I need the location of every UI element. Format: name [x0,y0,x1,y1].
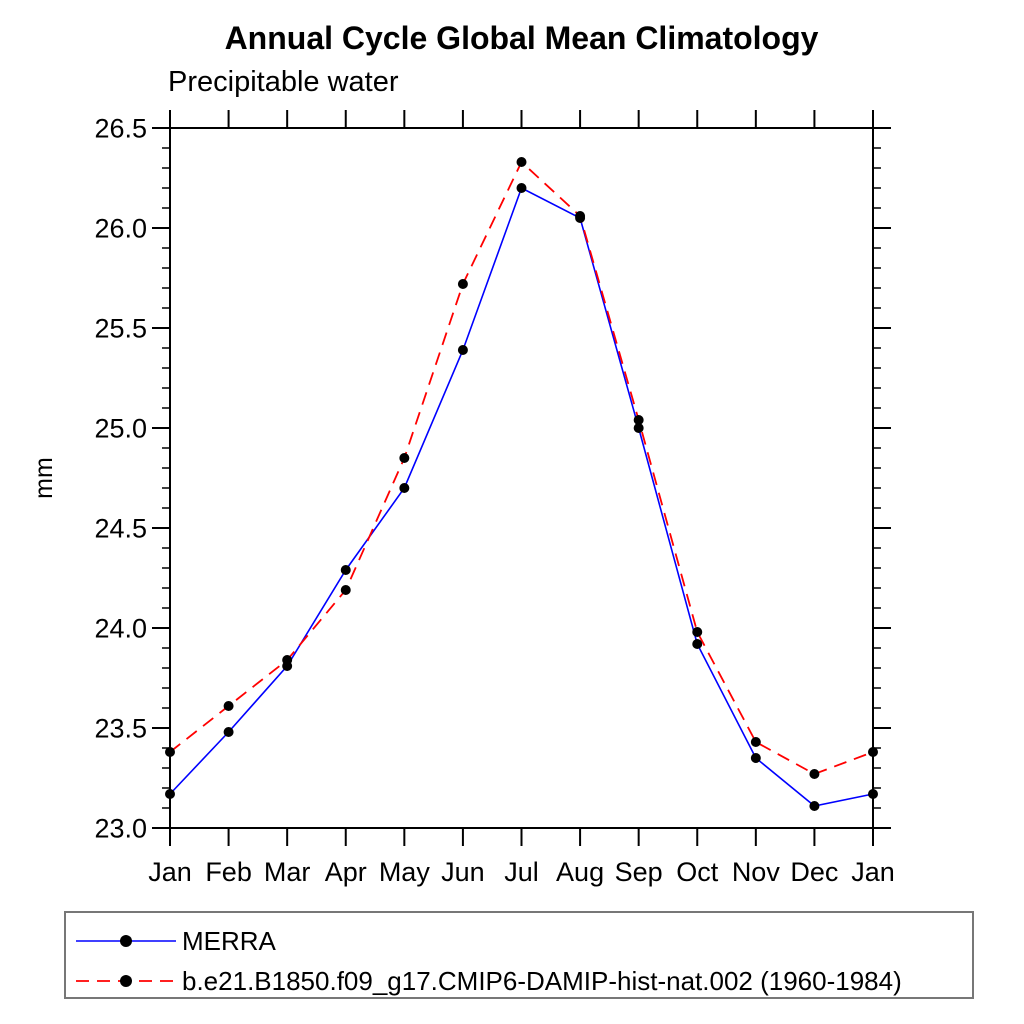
chart-title: Annual Cycle Global Mean Climatology [224,20,819,56]
legend-marker-sample [120,975,132,987]
data-point-1-Oct [692,627,703,637]
data-point-1-Jun [457,279,468,289]
legend-item-1: b.e21.B1850.f09_g17.CMIP6-DAMIP-hist-nat… [72,961,972,1001]
legend-marker-sample [120,935,132,947]
plot-frame [169,127,874,829]
data-point-1-Nov [750,737,761,747]
x-tick-label: Jan [148,857,192,887]
legend-label-0: MERRA [182,925,276,956]
data-point-1-Apr [340,585,351,595]
data-point-1-Dec [809,769,820,779]
x-tick-label: Jan [851,857,895,887]
data-point-0-Dec [809,801,820,811]
y-axis-label: mm [30,457,58,499]
data-point-1-Mar [282,655,293,665]
y-tick-label: 26.0 [94,214,147,244]
data-point-0-Feb [223,727,234,737]
x-tick-label: Sep [615,857,663,887]
x-tick-label: Nov [732,857,781,887]
y-tick-label: 25.0 [94,414,147,444]
legend-item-0: MERRA [72,921,972,961]
x-tick-label: Dec [790,857,838,887]
data-point-1-May [399,453,410,463]
legend-label-1: b.e21.B1850.f09_g17.CMIP6-DAMIP-hist-nat… [182,965,902,996]
series-line-0 [169,186,874,807]
y-tick-label: 24.0 [94,614,147,644]
legend: MERRA b.e21.B1850.f09_g17.CMIP6-DAMIP-his… [64,911,974,999]
data-point-0-Apr [340,565,351,575]
data-point-0-Oct [692,639,703,649]
data-point-1-Jul [516,157,527,167]
data-point-1-Feb [223,701,234,711]
y-tick-label: 24.5 [94,514,147,544]
data-point-1-Aug [575,211,586,221]
y-tick-label: 23.0 [94,814,147,844]
x-tick-label: Aug [556,857,604,887]
legend-key-1 [76,975,176,987]
y-tick-label: 25.5 [94,314,147,344]
data-point-0-May [399,483,410,493]
y-tick-label: 23.5 [94,714,147,744]
data-point-1-Jan [165,747,175,757]
x-tick-label: May [379,857,431,887]
chart-subtitle: Precipitable water [168,66,399,98]
data-point-1-Jan [868,747,878,757]
data-point-0-Jun [457,345,468,355]
data-point-0-Jul [516,183,527,193]
data-point-0-Nov [750,753,761,763]
data-point-0-Jan [868,789,878,799]
x-tick-label: Mar [264,857,311,887]
y-tick-label: 26.5 [94,114,147,144]
data-point-0-Jan [165,789,175,799]
x-tick-label: Jun [441,857,485,887]
data-point-1-Sep [633,415,644,425]
data-point-0-Sep [633,423,644,433]
x-tick-label: Feb [205,857,252,887]
legend-key-0 [76,935,176,947]
x-tick-label: Apr [325,857,367,887]
x-tick-label: Jul [504,857,539,887]
series-line-1 [169,160,874,775]
x-tick-label: Oct [676,857,719,887]
